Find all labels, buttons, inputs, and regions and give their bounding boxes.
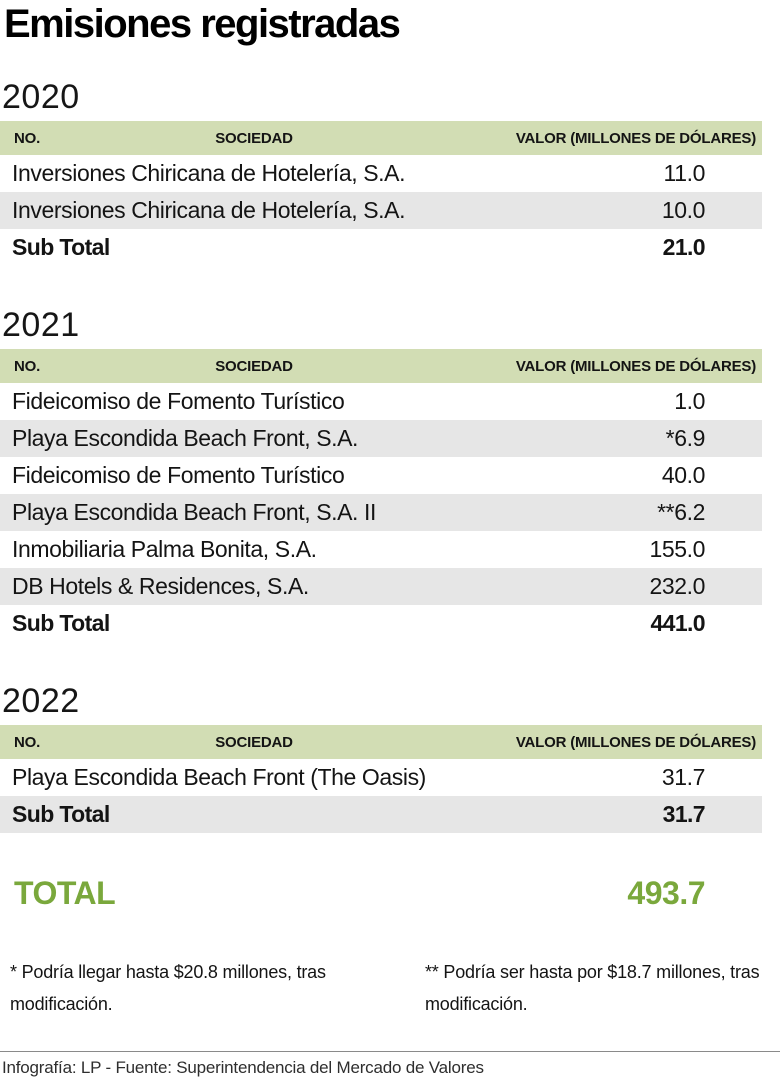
- column-header-valor: VALOR (MILLONES DE DÓLARES): [515, 733, 756, 751]
- subtotal-value: 441.0: [650, 610, 705, 636]
- footnotes: * Podría llegar hasta $20.8 millones, tr…: [0, 956, 780, 1021]
- valor-cell: 11.0: [663, 160, 706, 186]
- sociedad-cell: Inversiones Chiricana de Hotelería, S.A.: [12, 160, 406, 186]
- table-row: Inmobiliaria Palma Bonita, S.A. 155.0: [0, 531, 762, 568]
- emissions-table: NO. SOCIEDAD VALOR (MILLONES DE DÓLARES) Fi…: [0, 349, 762, 642]
- table-row: Inversiones Chiricana de Hotelería, S.A.…: [0, 155, 762, 192]
- year-label: 2022: [2, 682, 80, 720]
- valor-cell: 1.0: [674, 388, 705, 414]
- valor-cell: 40.0: [661, 462, 706, 488]
- valor-cell: **6.2: [657, 499, 705, 525]
- emissions-table: NO. SOCIEDAD VALOR (MILLONES DE DÓLARES) Pl…: [0, 725, 762, 833]
- footer: Infografía: LP - Fuente: Superintendenci…: [0, 1051, 780, 1078]
- sociedad-cell: Playa Escondida Beach Front (The Oasis): [12, 764, 426, 790]
- valor-cell: 31.7: [661, 764, 706, 790]
- sociedad-cell: Playa Escondida Beach Front, S.A. II: [12, 499, 377, 525]
- column-header-no: NO.: [14, 129, 41, 147]
- valor-cell: 232.0: [649, 573, 705, 599]
- sociedad-cell: Inmobiliaria Palma Bonita, S.A.: [12, 536, 317, 562]
- column-header-sociedad: SOCIEDAD: [215, 733, 293, 751]
- column-header-valor: VALOR (MILLONES DE DÓLARES): [515, 129, 756, 147]
- table-row: DB Hotels & Residences, S.A. 232.0: [0, 568, 762, 605]
- table-header-row: NO. SOCIEDAD VALOR (MILLONES DE DÓLARES): [0, 121, 762, 155]
- column-header-valor: VALOR (MILLONES DE DÓLARES): [515, 357, 756, 375]
- footnote-2: ** Podría ser hasta por $18.7 millones, …: [425, 962, 760, 1015]
- column-header-sociedad: SOCIEDAD: [215, 129, 293, 147]
- year-section: 2020 NO. SOCIEDAD VALOR (MILLONES DE DÓLARE…: [0, 80, 780, 266]
- subtotal-row: Sub Total 21.0: [0, 229, 762, 266]
- column-header-sociedad: SOCIEDAD: [215, 357, 293, 375]
- table-row: Playa Escondida Beach Front, S.A. *6.9: [0, 420, 762, 457]
- sociedad-cell: DB Hotels & Residences, S.A.: [12, 573, 309, 599]
- year-section: 2021 NO. SOCIEDAD VALOR (MILLONES DE DÓLARE…: [0, 308, 780, 642]
- footnote-1: * Podría llegar hasta $20.8 millones, tr…: [10, 962, 326, 1015]
- grand-total-label: TOTAL: [14, 875, 116, 911]
- table-row: Inversiones Chiricana de Hotelería, S.A.…: [0, 192, 762, 229]
- emissions-table: NO. SOCIEDAD VALOR (MILLONES DE DÓLARES) In…: [0, 121, 762, 266]
- subtotal-label: Sub Total: [12, 801, 110, 827]
- grand-total-value: 493.7: [627, 875, 705, 911]
- table-row: Fideicomiso de Fomento Turístico 1.0: [0, 383, 762, 420]
- year-section: 2022 NO. SOCIEDAD VALOR (MILLONES DE DÓLARE…: [0, 684, 780, 833]
- page-title: Emisiones registradas: [4, 2, 401, 46]
- grand-total-row: TOTAL 493.7: [0, 875, 762, 912]
- source-credit: Infografía: LP - Fuente: Superintendenci…: [2, 1058, 484, 1077]
- sociedad-cell: Playa Escondida Beach Front, S.A.: [12, 425, 359, 451]
- valor-cell: 10.0: [661, 197, 706, 223]
- subtotal-value: 31.7: [662, 801, 706, 827]
- year-label: 2021: [2, 306, 80, 344]
- subtotal-row: Sub Total 31.7: [0, 796, 762, 833]
- subtotal-label: Sub Total: [12, 234, 110, 260]
- valor-cell: *6.9: [665, 425, 706, 451]
- footer-divider: [0, 1051, 780, 1052]
- year-label: 2020: [2, 78, 80, 116]
- subtotal-row: Sub Total 441.0: [0, 605, 762, 642]
- table-header-row: NO. SOCIEDAD VALOR (MILLONES DE DÓLARES): [0, 349, 762, 383]
- table-header-row: NO. SOCIEDAD VALOR (MILLONES DE DÓLARES): [0, 725, 762, 759]
- sociedad-cell: Inversiones Chiricana de Hotelería, S.A.: [12, 197, 406, 223]
- column-header-no: NO.: [14, 357, 41, 375]
- table-row: Playa Escondida Beach Front (The Oasis) 3…: [0, 759, 762, 796]
- sociedad-cell: Fideicomiso de Fomento Turístico: [12, 462, 345, 488]
- table-row: Playa Escondida Beach Front, S.A. II **6.…: [0, 494, 762, 531]
- column-header-no: NO.: [14, 733, 41, 751]
- table-row: Fideicomiso de Fomento Turístico 40.0: [0, 457, 762, 494]
- valor-cell: 155.0: [649, 536, 705, 562]
- subtotal-label: Sub Total: [12, 610, 110, 636]
- sociedad-cell: Fideicomiso de Fomento Turístico: [12, 388, 345, 414]
- subtotal-value: 21.0: [662, 234, 706, 260]
- year-tables-container: 2020 NO. SOCIEDAD VALOR (MILLONES DE DÓLARE…: [0, 80, 780, 833]
